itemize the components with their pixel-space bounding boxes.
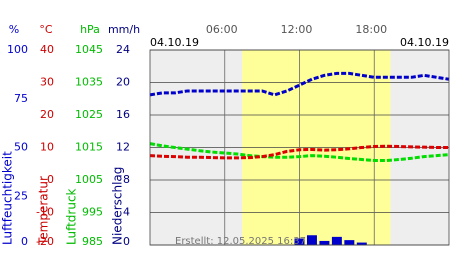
y-tick-label: 1045 (75, 43, 103, 56)
date-left: 04.10.19 (150, 36, 199, 49)
rain-bar (306, 235, 317, 245)
x-tick-label: 18:00 (355, 23, 387, 36)
y-tick-label: 1005 (75, 173, 103, 186)
y-tick-label: 20 (40, 108, 54, 121)
series-line (149, 142, 450, 162)
y-tick-label: 8 (123, 173, 130, 186)
x-tick-label: 12:00 (281, 23, 313, 36)
y-tick-label: 10 (40, 141, 54, 154)
date-right: 04.10.19 (400, 36, 449, 49)
y-tick-label: 1015 (75, 141, 103, 154)
y-tick-label: 12 (116, 141, 130, 154)
axis-unit: °C (39, 23, 53, 36)
axis-title: Luftfeuchtigkeit (1, 151, 15, 245)
y-tick-label: -20 (36, 235, 54, 248)
plot-frame (149, 49, 450, 246)
y-tick-label: 1035 (75, 76, 103, 89)
y-tick-label: 0 (21, 235, 28, 248)
axis-title: Temperatur (37, 176, 51, 246)
y-tick-label: -10 (36, 206, 54, 219)
axis-unit: hPa (80, 23, 100, 36)
y-tick-label: 0 (123, 235, 130, 248)
rain-bar (356, 242, 367, 245)
axis-title: Luftdruck (65, 188, 79, 245)
series-line (149, 71, 450, 97)
y-tick-label: 24 (116, 43, 130, 56)
rain-bar (344, 240, 355, 245)
y-tick-label: 995 (82, 206, 103, 219)
y-tick-label: 75 (14, 92, 28, 105)
rain-bar (331, 236, 342, 245)
y-tick-label: 25 (14, 189, 28, 202)
y-tick-label: 20 (116, 76, 130, 89)
axis-unit: % (9, 23, 19, 36)
y-tick-label: 100 (7, 43, 28, 56)
y-tick-label: 16 (116, 108, 130, 121)
y-tick-label: 1025 (75, 108, 103, 121)
y-tick-label: 4 (123, 206, 130, 219)
y-tick-label: 30 (40, 76, 54, 89)
axis-unit: mm/h (108, 23, 140, 36)
y-tick-label: 40 (40, 43, 54, 56)
footer: Erstellt: 12.05.2025 16:37 (175, 236, 306, 247)
y-tick-label: 0 (47, 173, 54, 186)
rain-bar (294, 238, 305, 245)
y-tick-label: 985 (82, 235, 103, 248)
series-line (149, 144, 449, 160)
x-tick-label: 06:00 (206, 23, 238, 36)
axis-title: Niederschlag (111, 167, 125, 245)
rain-bar (319, 240, 330, 245)
y-tick-label: 50 (14, 141, 28, 154)
